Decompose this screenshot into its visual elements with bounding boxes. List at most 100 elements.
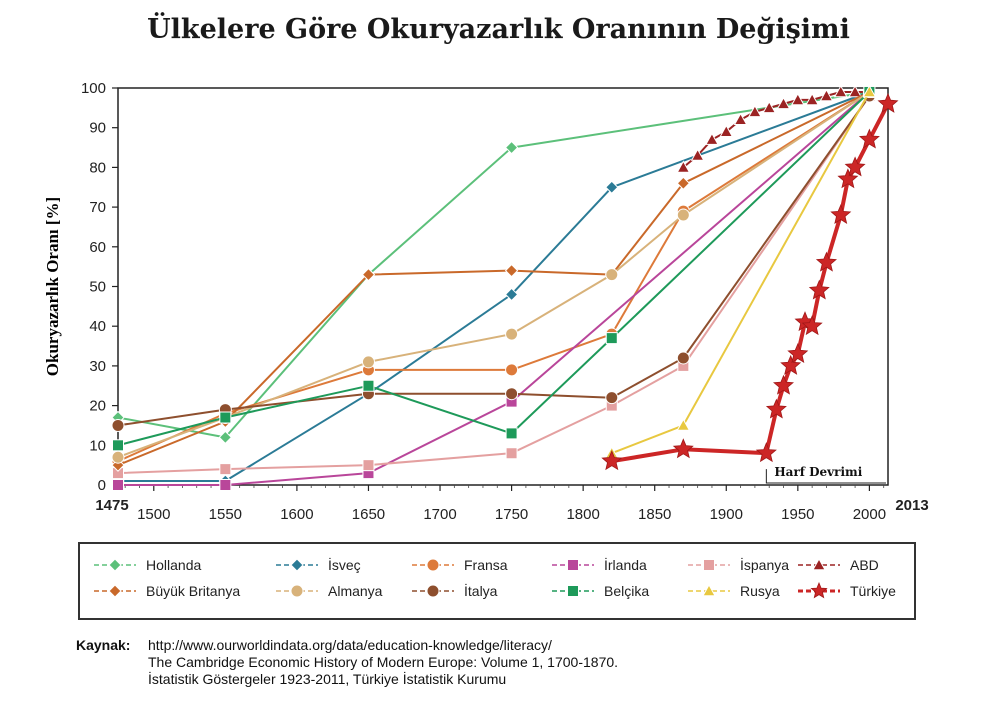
y-tick-label: 80 <box>89 159 106 176</box>
y-tick-label: 10 <box>89 437 106 454</box>
data-point <box>505 363 519 377</box>
data-point <box>702 583 716 597</box>
x-tick-label: 1650 <box>352 506 385 523</box>
data-point <box>601 450 623 471</box>
legend-item: İspanya <box>686 554 789 576</box>
data-point <box>112 439 124 452</box>
data-point <box>362 379 375 392</box>
x-tick-label: 1500 <box>137 506 170 523</box>
data-point <box>810 582 828 599</box>
y-tick-label: 90 <box>89 120 106 137</box>
data-point <box>426 558 440 572</box>
data-point <box>505 327 519 341</box>
legend-label: İrlanda <box>604 557 647 573</box>
legend-item: Fransa <box>410 554 508 576</box>
x-edge-label-start: 1475 <box>95 497 128 514</box>
data-point <box>790 92 805 106</box>
data-point <box>218 430 233 445</box>
x-tick-label: 1950 <box>781 506 814 523</box>
chart-title: Ülkelere Göre Okuryazarlık Oranının Deği… <box>147 14 850 45</box>
legend-label: İsveç <box>328 557 361 573</box>
data-point <box>819 88 834 102</box>
data-point <box>605 268 619 282</box>
data-point <box>676 160 691 173</box>
legend-swatch <box>552 559 594 571</box>
data-point <box>703 559 715 571</box>
data-point <box>108 584 122 598</box>
x-tick-label: 1700 <box>423 506 456 523</box>
data-point <box>848 84 862 98</box>
data-point <box>815 251 837 272</box>
legend-swatch <box>276 558 318 572</box>
data-point <box>605 180 619 194</box>
data-point <box>505 447 518 460</box>
data-point <box>112 479 124 491</box>
data-point <box>567 559 579 571</box>
legend-swatch <box>276 584 318 598</box>
x-tick-label: 1800 <box>566 506 599 523</box>
source-label: Kaynak: <box>76 637 131 653</box>
data-point <box>833 84 848 98</box>
legend-label: Rusya <box>740 583 780 599</box>
y-tick-label: 70 <box>89 199 106 216</box>
y-tick-label: 50 <box>89 279 106 296</box>
x-tick-label: 2000 <box>853 506 886 523</box>
y-tick-label: 40 <box>89 318 106 335</box>
data-point <box>605 391 619 405</box>
x-tick-label: 1600 <box>280 506 313 523</box>
source-line: İstatistik Göstergeler 1923-2011, Türkiy… <box>148 671 507 687</box>
legend-label: Belçika <box>604 583 650 599</box>
data-point <box>108 558 122 572</box>
legend-swatch <box>94 584 136 598</box>
x-tick-label: 1550 <box>209 506 242 523</box>
series-line <box>117 91 870 439</box>
data-point <box>719 124 734 137</box>
series-Hollanda <box>111 85 877 445</box>
y-tick-label: 100 <box>81 80 106 97</box>
legend-item: Almanya <box>274 580 382 602</box>
data-point <box>858 128 880 149</box>
series-Türkiye <box>601 92 899 471</box>
legend-item: Hollanda <box>92 554 201 576</box>
series-Belçika <box>112 85 876 452</box>
data-point <box>290 558 304 572</box>
data-point <box>765 398 787 419</box>
data-point <box>801 315 823 336</box>
legend-swatch <box>798 582 840 599</box>
legend-item: İsveç <box>274 554 361 576</box>
legend-label: Almanya <box>328 583 383 599</box>
annotation-label: Harf Devrimi <box>774 465 862 479</box>
series-layer <box>111 84 899 491</box>
source-block: Kaynak: http://www.ourworldindata.org/da… <box>76 637 618 687</box>
legend-swatch <box>552 585 594 597</box>
y-tick-label: 0 <box>98 477 106 494</box>
legend-label: İtalya <box>464 583 498 599</box>
data-point <box>805 92 819 106</box>
legend-swatch <box>688 583 730 597</box>
legend-item: Türkiye <box>796 580 896 602</box>
legend-swatch <box>94 558 136 572</box>
data-point <box>219 479 232 491</box>
legend-label: Büyük Britanya <box>146 583 241 599</box>
data-point <box>504 287 519 302</box>
legend-swatch <box>798 557 840 571</box>
legend-label: Fransa <box>464 557 508 573</box>
series-İtalya <box>111 89 876 432</box>
legend-label: Türkiye <box>850 583 896 599</box>
data-point <box>290 584 304 598</box>
series-line <box>117 91 871 447</box>
series-line <box>611 91 871 455</box>
data-point <box>219 411 232 424</box>
data-point <box>676 351 690 365</box>
axes: 0 10 20 30 40 50 60 70 80 90 100 1500 1550 1600 1650 17… <box>43 80 929 523</box>
data-point <box>830 203 852 224</box>
data-point <box>361 267 376 282</box>
data-point <box>837 168 859 189</box>
annotation-layer: Harf Devrimi <box>765 465 886 484</box>
data-point <box>505 387 519 401</box>
data-point <box>219 463 232 476</box>
legend-swatch <box>688 559 730 571</box>
data-point <box>844 156 866 177</box>
data-point <box>812 557 826 571</box>
data-point <box>755 442 777 463</box>
